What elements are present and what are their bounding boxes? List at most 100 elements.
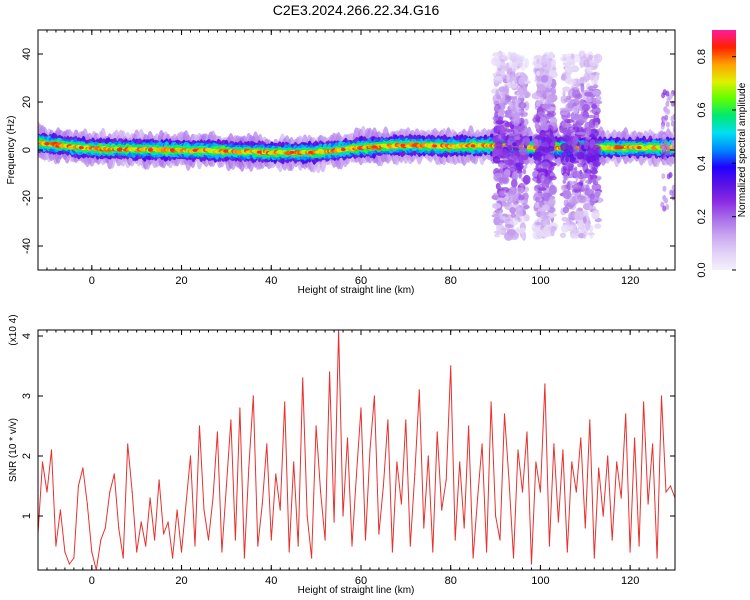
snr-point bbox=[432, 551, 434, 553]
snr-point bbox=[234, 539, 236, 541]
heat-speckle bbox=[591, 104, 598, 109]
heat-speckle bbox=[584, 179, 593, 184]
heat-speckle bbox=[506, 129, 513, 133]
snr-point bbox=[593, 557, 595, 559]
heat-speckle bbox=[567, 101, 574, 109]
heat-speckle bbox=[534, 54, 542, 59]
spectrogram-x-tick-label: 80 bbox=[445, 275, 457, 287]
snr-point bbox=[414, 473, 416, 475]
snr-point bbox=[490, 401, 492, 403]
snr-point bbox=[225, 485, 228, 487]
heat-speckle bbox=[579, 76, 585, 84]
snr-point bbox=[562, 449, 564, 451]
snr-y-tick-label: 2 bbox=[21, 453, 33, 459]
heat-speckle bbox=[547, 57, 553, 61]
heat-speckle bbox=[495, 70, 505, 74]
heat-speckle bbox=[542, 146, 551, 153]
heat-speckle bbox=[567, 112, 571, 119]
heat-speckle bbox=[492, 77, 502, 84]
snr-point bbox=[64, 551, 66, 553]
snr-point bbox=[409, 545, 411, 547]
snr-point bbox=[333, 521, 335, 523]
snr-point bbox=[77, 485, 79, 487]
snr-point bbox=[481, 443, 483, 445]
snr-point bbox=[239, 407, 241, 409]
heat-speckle bbox=[548, 70, 558, 79]
heat-speckle bbox=[571, 60, 576, 66]
heat-speckle bbox=[541, 161, 551, 169]
heat-speckle bbox=[573, 114, 584, 122]
heat-speckle bbox=[508, 132, 518, 143]
heat-speckle bbox=[502, 135, 507, 140]
heat-speckle bbox=[590, 192, 596, 200]
heat-speckle bbox=[517, 124, 525, 132]
snr-point bbox=[86, 503, 88, 505]
heat-speckle bbox=[519, 183, 527, 187]
snr-point bbox=[611, 539, 613, 541]
heat-speckle bbox=[492, 202, 502, 210]
heat-speckle bbox=[564, 118, 574, 124]
heat-hotspot bbox=[432, 144, 438, 148]
heat-hotspot bbox=[308, 150, 314, 154]
colorbar-ticks: 0.0 0.2 0.4 0.6 0.8 bbox=[696, 49, 736, 278]
snr-point bbox=[526, 431, 528, 433]
heat-speckle bbox=[510, 212, 516, 218]
spectrogram-y-tick-label: -40 bbox=[21, 238, 33, 254]
heat-speckle bbox=[508, 61, 513, 69]
heat-speckle bbox=[594, 121, 599, 128]
heat-speckle bbox=[584, 221, 591, 231]
heat-speckle bbox=[493, 216, 500, 226]
snr-point bbox=[553, 443, 555, 445]
heat-speckle bbox=[518, 227, 526, 233]
heat-speckle bbox=[535, 211, 540, 217]
spectrogram-y-tick-label: 20 bbox=[21, 96, 33, 108]
heat-speckle bbox=[541, 204, 550, 211]
snr-point bbox=[230, 419, 232, 421]
snr-point bbox=[665, 491, 667, 493]
snr-point bbox=[176, 509, 178, 511]
heat-speckle bbox=[497, 116, 504, 123]
heat-speckle bbox=[522, 168, 527, 175]
heat-speckle bbox=[515, 163, 523, 170]
snr-point bbox=[535, 461, 537, 463]
heat-speckle bbox=[535, 74, 542, 81]
snr-point bbox=[387, 419, 389, 421]
heat-speckle bbox=[497, 140, 505, 144]
heat-speckle bbox=[518, 173, 522, 179]
snr-point bbox=[275, 473, 277, 475]
heat-speckle bbox=[536, 63, 543, 69]
snr-point bbox=[584, 527, 586, 529]
heat-speckle bbox=[559, 107, 570, 111]
heat-speckle bbox=[564, 62, 571, 72]
heat-speckle bbox=[540, 74, 549, 83]
heat-speckle bbox=[549, 175, 557, 181]
snr-point bbox=[557, 521, 559, 523]
heat-speckle bbox=[516, 227, 520, 234]
heat-speckle bbox=[504, 159, 515, 166]
snr-point bbox=[660, 395, 663, 397]
heat-speckle bbox=[543, 175, 551, 185]
snr-point bbox=[616, 461, 618, 463]
heat-speckle bbox=[514, 136, 521, 141]
heat-speckle bbox=[562, 56, 567, 62]
heat-hotspot bbox=[400, 143, 406, 147]
spectrogram-x-tick-label: 60 bbox=[355, 275, 367, 287]
heat-speckle bbox=[586, 126, 592, 136]
heat-speckle bbox=[565, 155, 569, 163]
snr-point bbox=[400, 503, 402, 505]
heat-speckle bbox=[521, 74, 528, 82]
heat-speckle bbox=[582, 216, 587, 224]
heat-speckle bbox=[661, 133, 666, 140]
heat-speckle bbox=[593, 111, 600, 121]
snr-point bbox=[104, 527, 106, 529]
snr-point bbox=[396, 461, 398, 463]
heat-speckle bbox=[497, 197, 504, 202]
heat-speckle bbox=[504, 114, 513, 118]
heat-speckle bbox=[546, 219, 551, 226]
snr-point bbox=[351, 545, 353, 547]
heat-speckle bbox=[671, 139, 675, 146]
snr-x-tick-label: 80 bbox=[445, 575, 457, 587]
heat-speckle bbox=[541, 227, 551, 235]
snr-point bbox=[154, 539, 156, 541]
heat-speckle bbox=[519, 147, 528, 156]
